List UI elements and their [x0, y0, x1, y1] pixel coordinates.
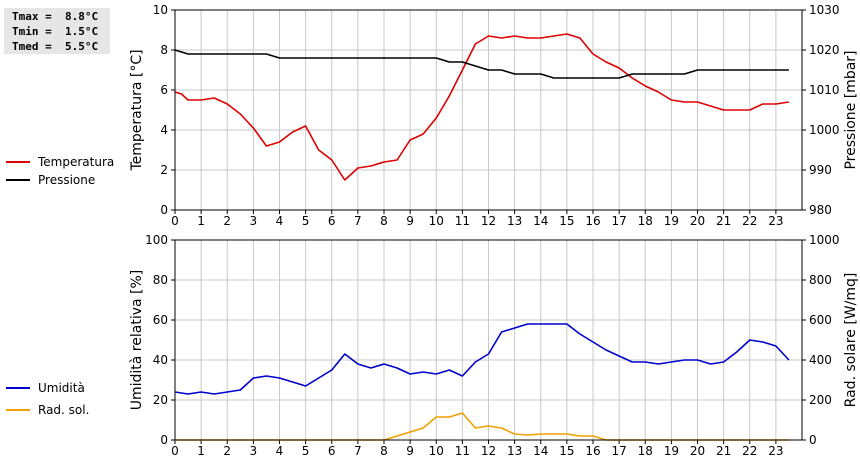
- x-tick-label: 2: [223, 214, 231, 228]
- x-tick-label: 7: [354, 444, 362, 458]
- y2-tick-label: 1030: [809, 3, 840, 17]
- temperature-pressure-chart: 0 1 2 3 4 5 6 7 8 9 10 11 12 13 14 15 16 17 18 19 20 21 22 2302…: [6, 3, 859, 228]
- y-tick-label: 10: [153, 3, 168, 17]
- series-line: [174, 33, 790, 181]
- y-tick-label: 100: [145, 233, 168, 247]
- y-axis-title: Umidità relativa [%]: [129, 270, 145, 411]
- y-tick-label: 4: [160, 123, 168, 137]
- legend-label: Rad. sol.: [38, 403, 89, 417]
- legend-label: Temperatura: [37, 155, 114, 169]
- x-tick-label: 8: [380, 444, 388, 458]
- x-tick-label: 19: [664, 444, 679, 458]
- x-tick-label: 10: [429, 214, 444, 228]
- y-tick-label: 2: [160, 163, 168, 177]
- y-tick-label: 0: [160, 203, 168, 217]
- x-tick-label: 0: [171, 444, 179, 458]
- x-tick-label: 16: [585, 444, 600, 458]
- y2-tick-label: 800: [809, 273, 832, 287]
- y2-tick-label: 980: [809, 203, 832, 217]
- y2-tick-label: 400: [809, 353, 832, 367]
- x-tick-label: 9: [406, 444, 414, 458]
- stats-box: Tmax = 8.8°C Tmin = 1.5°C Tmed = 5.5°C: [4, 8, 110, 54]
- x-tick-label: 19: [664, 214, 679, 228]
- y-tick-label: 8: [160, 43, 168, 57]
- x-tick-label: 21: [716, 444, 731, 458]
- plot-frame: [174, 9, 803, 211]
- x-tick-label: 14: [533, 214, 548, 228]
- x-tick-label: 5: [302, 444, 310, 458]
- x-tick-label: 21: [716, 214, 731, 228]
- series-line: [174, 323, 790, 395]
- y-tick-label: 60: [153, 313, 168, 327]
- x-tick-label: 5: [302, 214, 310, 228]
- x-tick-label: 2: [223, 444, 231, 458]
- x-tick-label: 1: [197, 214, 205, 228]
- x-tick-label: 4: [276, 444, 284, 458]
- x-tick-label: 23: [768, 444, 783, 458]
- stat-tmed: Tmed = 5.5°C: [12, 40, 99, 53]
- x-tick-label: 22: [742, 214, 757, 228]
- y2-tick-label: 600: [809, 313, 832, 327]
- x-tick-label: 6: [328, 214, 336, 228]
- y-tick-label: 80: [153, 273, 168, 287]
- x-tick-label: 22: [742, 444, 757, 458]
- x-tick-label: 9: [406, 214, 414, 228]
- x-tick-label: 16: [585, 214, 600, 228]
- y-tick-label: 40: [153, 353, 168, 367]
- x-tick-label: 6: [328, 444, 336, 458]
- y-tick-label: 20: [153, 393, 168, 407]
- x-tick-label: 14: [533, 444, 548, 458]
- y2-tick-label: 1010: [809, 83, 840, 97]
- y2-tick-label: 1000: [809, 123, 840, 137]
- x-tick-label: 18: [638, 444, 653, 458]
- x-tick-label: 11: [455, 214, 470, 228]
- x-tick-label: 1: [197, 444, 205, 458]
- x-tick-label: 15: [559, 214, 574, 228]
- x-tick-label: 0: [171, 214, 179, 228]
- x-tick-label: 8: [380, 214, 388, 228]
- x-tick-label: 13: [507, 214, 522, 228]
- y2-tick-label: 990: [809, 163, 832, 177]
- y2-tick-label: 1020: [809, 43, 840, 57]
- y-tick-label: 6: [160, 83, 168, 97]
- x-tick-label: 18: [638, 214, 653, 228]
- x-tick-label: 13: [507, 444, 522, 458]
- y2-tick-label: 0: [809, 433, 817, 447]
- x-tick-label: 10: [429, 444, 444, 458]
- x-tick-label: 23: [768, 214, 783, 228]
- x-tick-label: 4: [276, 214, 284, 228]
- x-tick-label: 3: [250, 444, 258, 458]
- x-tick-label: 15: [559, 444, 574, 458]
- y2-axis-title: Pressione [mbar]: [843, 50, 859, 169]
- x-tick-label: 12: [481, 214, 496, 228]
- y-tick-label: 0: [160, 433, 168, 447]
- x-tick-label: 17: [611, 214, 626, 228]
- humidity-radiation-chart: 0 1 2 3 4 5 6 7 8 9 10 11 12 13 14 15 16 17 18 19 20 21 22 2302…: [6, 233, 859, 458]
- y2-axis-title: Rad. solare [W/mq]: [843, 273, 859, 408]
- series-line: [174, 49, 789, 79]
- y-axis-title: Temperatura [°C]: [129, 49, 145, 171]
- x-tick-label: 3: [250, 214, 258, 228]
- y2-tick-label: 1000: [809, 233, 840, 247]
- plot-frame: [174, 239, 803, 441]
- x-tick-label: 20: [690, 444, 705, 458]
- x-tick-label: 11: [455, 444, 470, 458]
- x-tick-label: 20: [690, 214, 705, 228]
- stat-tmin: Tmin = 1.5°C: [12, 25, 99, 38]
- legend-label: Pressione: [38, 173, 95, 187]
- x-tick-label: 12: [481, 444, 496, 458]
- x-tick-label: 17: [611, 444, 626, 458]
- legend-label: Umidità: [38, 381, 85, 395]
- stat-tmax: Tmax = 8.8°C: [12, 10, 99, 23]
- y2-tick-label: 200: [809, 393, 832, 407]
- x-tick-label: 7: [354, 214, 362, 228]
